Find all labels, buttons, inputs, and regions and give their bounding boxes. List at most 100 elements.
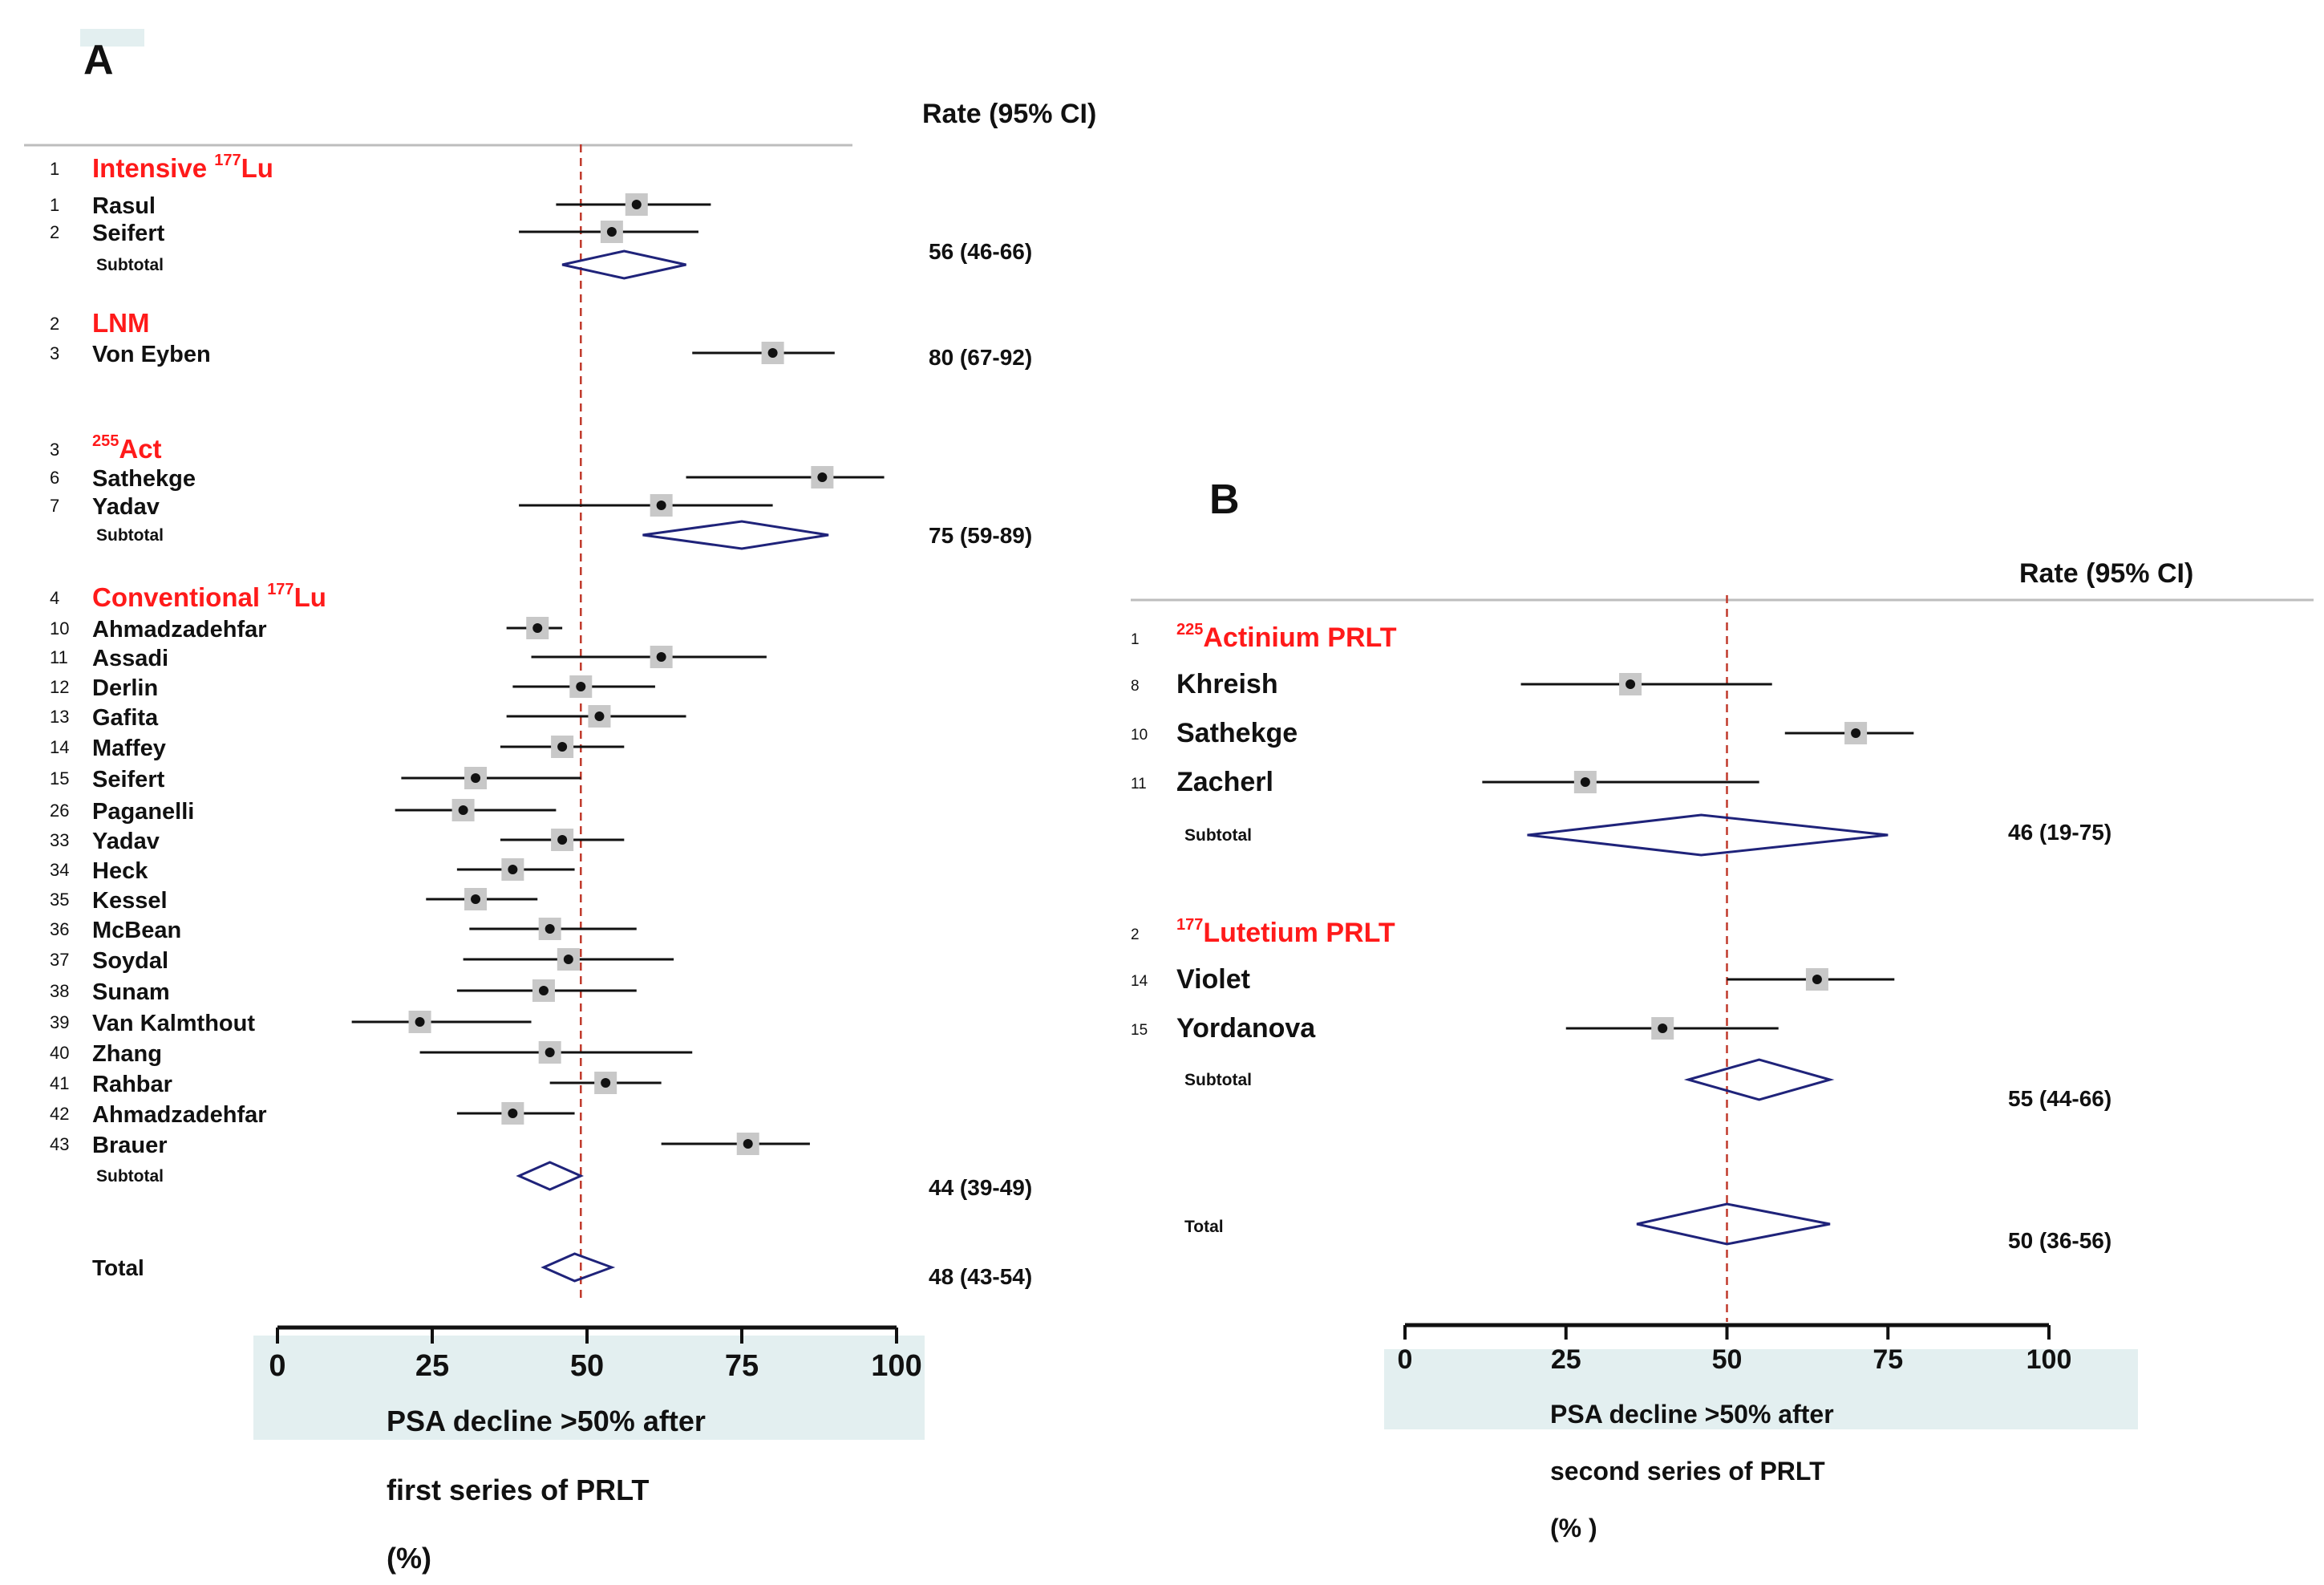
group-superscript: 177 — [1176, 916, 1203, 934]
study-point-estimate — [656, 501, 666, 510]
study-name: McBean — [92, 918, 181, 943]
study-point-estimate — [471, 894, 481, 904]
total-rate-ci: 48 (43-54) — [929, 1264, 1032, 1289]
study-point-estimate — [1812, 975, 1822, 984]
group-label: Conventional — [92, 582, 267, 612]
study-point-estimate — [606, 227, 617, 237]
x-axis-label: (%) — [387, 1542, 431, 1575]
x-tick-label: 100 — [871, 1349, 921, 1383]
group-header: 177Lutetium PRLT — [1176, 916, 1395, 948]
total-label: Total — [92, 1255, 144, 1280]
study-name: Ahmadzadehfar — [92, 617, 267, 643]
x-axis-label: PSA decline >50% after — [387, 1405, 706, 1437]
study-number: 34 — [50, 860, 69, 880]
study-name: Zhang — [92, 1041, 162, 1067]
group-number: 1 — [1131, 631, 1140, 648]
study-point-estimate — [545, 1048, 555, 1057]
group-header: 255Act — [92, 432, 162, 464]
study-point-estimate — [563, 955, 573, 964]
study-number: 40 — [50, 1043, 69, 1063]
study-number: 15 — [1131, 1022, 1148, 1039]
study-name: Seifert — [92, 221, 165, 246]
group-number: 1 — [50, 159, 59, 179]
study-name: Sathekge — [92, 466, 196, 492]
study-name: Sunam — [92, 979, 170, 1005]
study-number: 3 — [50, 343, 59, 363]
group-label: LNM — [92, 308, 149, 338]
group-superscript: 225 — [1176, 621, 1203, 638]
rate-ci-header: Rate (95% CI) — [2019, 558, 2193, 589]
subtotal-label: Subtotal — [96, 256, 164, 274]
study-number: 14 — [1131, 973, 1148, 990]
subtotal-rate-ci: 44 (39-49) — [929, 1175, 1032, 1200]
study-point-estimate — [1626, 679, 1636, 689]
total-rate-ci: 50 (36-56) — [2008, 1228, 2111, 1253]
x-tick-label: 50 — [570, 1349, 604, 1383]
study-point-estimate — [532, 623, 543, 633]
study-point-estimate — [471, 773, 481, 783]
x-tick-label: 0 — [269, 1349, 285, 1383]
subtotal-label: Subtotal — [1184, 826, 1252, 845]
group-superscript: 177 — [214, 152, 241, 169]
study-number: 8 — [1131, 678, 1140, 695]
subtotal-label: Subtotal — [1184, 1071, 1252, 1089]
group-label-tail: Actinium PRLT — [1203, 622, 1396, 653]
axis-background-band — [1384, 1349, 2138, 1429]
study-name: Van Kalmthout — [92, 1011, 255, 1036]
axis-background-band — [253, 1336, 925, 1440]
study-name: Paganelli — [92, 799, 194, 825]
study-point-estimate — [1851, 728, 1861, 738]
subtotal-label: Subtotal — [96, 526, 164, 545]
group-superscript: 255 — [92, 432, 119, 450]
panel-label: A — [83, 37, 114, 83]
group-number: 2 — [50, 314, 59, 334]
study-name: Von Eyben — [92, 342, 211, 367]
x-axis-label: PSA decline >50% after — [1550, 1400, 1834, 1429]
study-name: Derlin — [92, 675, 158, 701]
x-axis-label: first series of PRLT — [387, 1474, 649, 1506]
study-name: Rahbar — [92, 1072, 172, 1097]
subtotal-diamond — [1527, 813, 1889, 857]
subtotal-rate-ci: 46 (19-75) — [2008, 820, 2111, 845]
x-tick-label: 25 — [415, 1349, 449, 1383]
study-point-estimate — [415, 1017, 425, 1027]
x-axis-label: second series of PRLT — [1550, 1457, 1825, 1486]
group-number: 3 — [50, 440, 59, 460]
group-header: LNM — [92, 308, 149, 338]
study-name: Heck — [92, 858, 148, 884]
study-number: 38 — [50, 981, 69, 1001]
study-name: Sathekge — [1176, 718, 1298, 748]
subtotal-rate-ci: 55 (44-66) — [2008, 1086, 2111, 1111]
rate-ci-header: Rate (95% CI) — [922, 99, 1096, 129]
study-point-estimate — [601, 1078, 611, 1088]
subtotal-diamond — [1683, 1058, 1835, 1101]
total-label: Total — [1184, 1218, 1224, 1236]
study-name: Violet — [1176, 964, 1250, 995]
study-name: Rasul — [92, 193, 156, 219]
x-tick-label: 75 — [1873, 1344, 1903, 1375]
subtotal-diamond — [516, 1161, 585, 1191]
study-number: 42 — [50, 1104, 69, 1124]
study-point-estimate — [1580, 777, 1590, 787]
study-point-estimate — [538, 986, 549, 995]
subtotal-diamond — [642, 520, 829, 550]
group-label-tail: Lu — [241, 153, 273, 183]
study-name: Yadav — [92, 494, 160, 520]
study-point-estimate — [557, 742, 568, 752]
study-point-estimate — [1658, 1024, 1668, 1033]
study-name: Khreish — [1176, 669, 1278, 699]
study-number: 7 — [50, 496, 59, 516]
study-name: Seifert — [92, 767, 165, 792]
study-number: 6 — [50, 468, 59, 488]
study-name: Soydal — [92, 948, 168, 974]
study-number: 36 — [50, 919, 69, 939]
x-tick-label: 75 — [725, 1349, 759, 1383]
study-name: Brauer — [92, 1133, 168, 1158]
x-tick-label: 50 — [1712, 1344, 1743, 1375]
study-number: 10 — [50, 618, 69, 638]
study-number: 11 — [50, 647, 68, 667]
x-tick-label: 25 — [1551, 1344, 1581, 1375]
study-point-estimate — [631, 200, 642, 209]
